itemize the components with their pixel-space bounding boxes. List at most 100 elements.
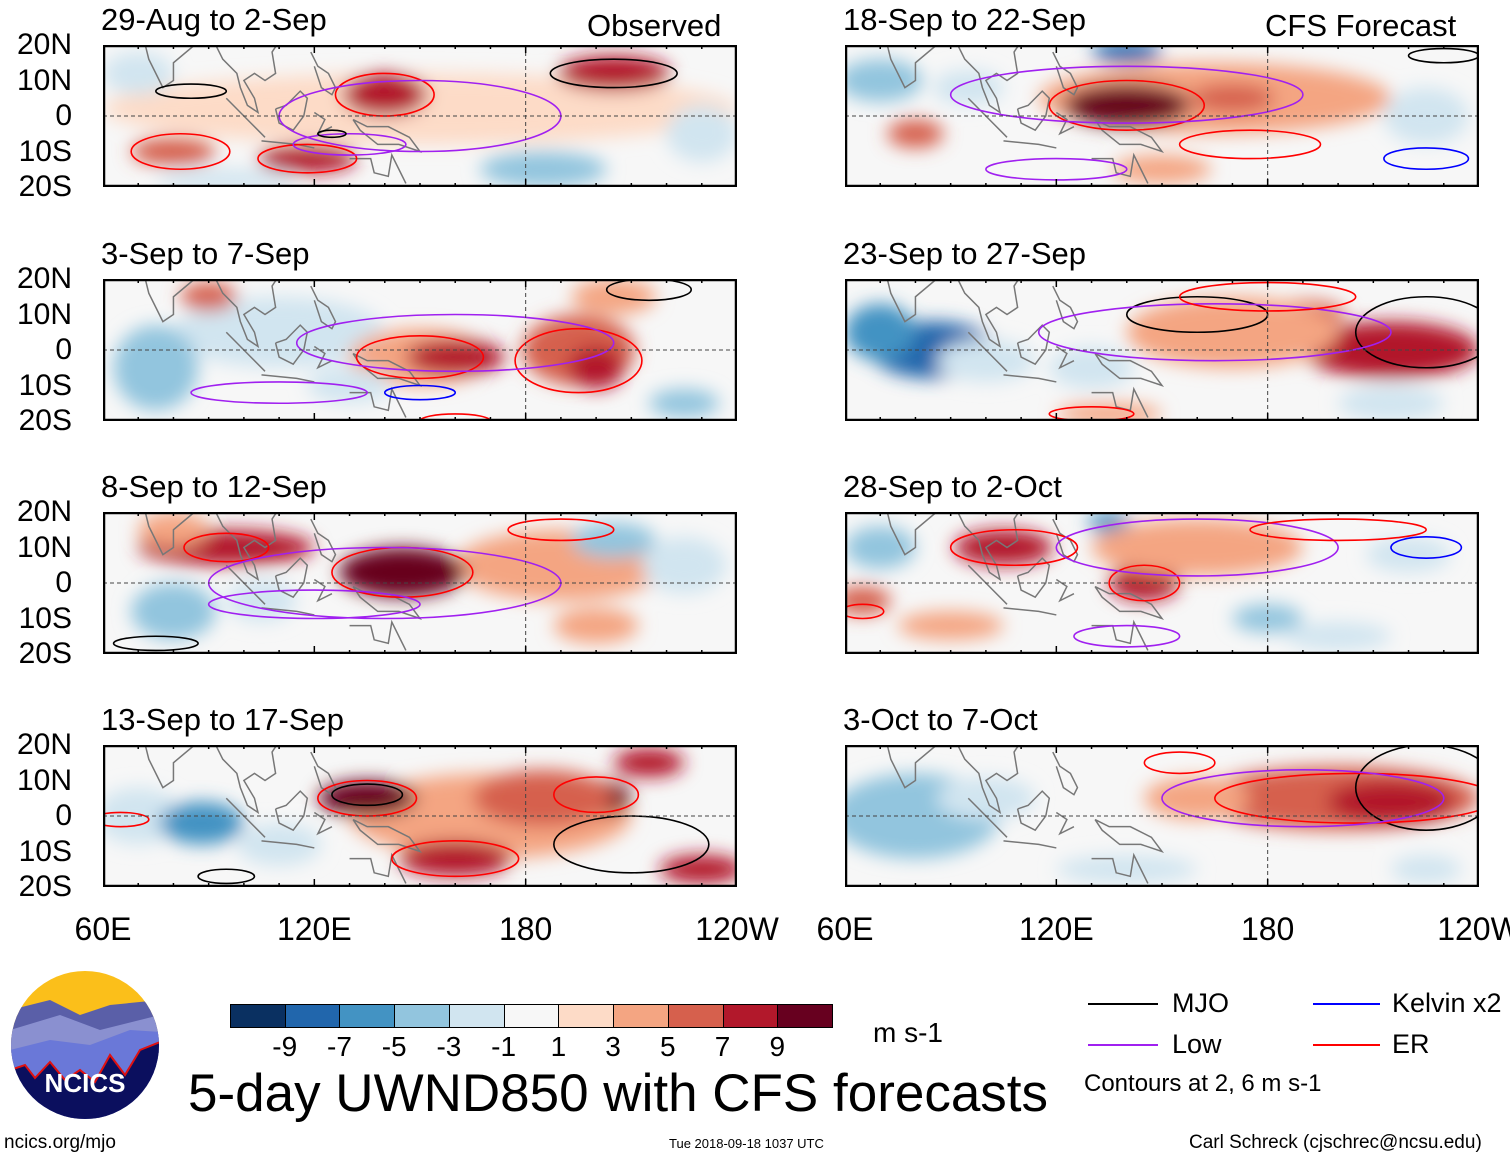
low-contour (190, 381, 368, 405)
map-panel (845, 512, 1479, 654)
colorbar-swatch (613, 1004, 669, 1028)
latitude-label: 20N (16, 728, 72, 761)
anomaly-region (317, 780, 417, 816)
colorbar-swatch (777, 1004, 833, 1028)
longitude-label: 180 (498, 911, 553, 947)
ncics-logo: NCICS (11, 971, 159, 1119)
anomaly-region (557, 55, 671, 92)
anomaly-region (1049, 346, 1134, 390)
coastline (1094, 818, 1165, 853)
anomaly-region (666, 105, 737, 163)
er-contour (553, 776, 640, 814)
coastline (349, 852, 407, 884)
anomaly-region (613, 748, 685, 777)
wind-anomaly-shading (845, 512, 1451, 651)
anomaly-region (180, 282, 237, 311)
mjo-contour (317, 129, 347, 139)
longitude-label: 120W (1437, 911, 1510, 947)
anomaly-region (1327, 780, 1455, 824)
colorbar-tick-label: 7 (714, 1031, 731, 1062)
anomaly-region (1126, 296, 1339, 368)
low-contour (1055, 518, 1339, 577)
cfs-forecast-header: CFS Forecast (1265, 8, 1457, 43)
map-panel (103, 512, 737, 654)
anomaly-region (648, 389, 720, 418)
panel-title: 23-Sep to 27-Sep (843, 236, 1087, 271)
low-contour (1161, 769, 1445, 828)
er-contour (103, 811, 150, 828)
latitude-label: 10S (18, 134, 72, 168)
colorbar-units: m s-1 (873, 1017, 943, 1048)
coastline (261, 840, 315, 849)
legend-mjo-line (1088, 1003, 1158, 1005)
coastline (313, 811, 333, 836)
er-contour (845, 603, 885, 620)
coastline (1016, 790, 1051, 832)
footer-credit: Carl Schreck (cjschrec@ncsu.edu) (1189, 1132, 1482, 1153)
coastline (310, 518, 337, 563)
coastline (1091, 152, 1149, 184)
observed-header: Observed (587, 8, 722, 43)
anomaly-region (155, 169, 297, 187)
colorbar-tick-label: 5 (660, 1031, 676, 1062)
legend-low-label: Low (1172, 1029, 1222, 1059)
colorbar-tick-label: -1 (491, 1031, 517, 1062)
latitude-label: 10S (18, 834, 72, 868)
anomaly-region (897, 611, 1004, 640)
wind-anomaly-shading (131, 512, 727, 644)
coastline (143, 279, 197, 323)
figure-title: 5-day UWND850 with CFS forecasts (188, 1064, 1049, 1123)
colorbar-swatch (394, 1004, 450, 1028)
map-panel (845, 279, 1479, 421)
latitude-label: 10N (16, 763, 72, 797)
coastline (214, 512, 278, 582)
mjo-contour (1354, 295, 1479, 369)
latitude-label: 20N (16, 28, 72, 61)
er-contour (183, 532, 270, 563)
coastline (274, 324, 309, 366)
er-contour (1214, 772, 1479, 824)
coastline (1091, 852, 1149, 884)
coastline (1016, 90, 1051, 132)
coastline (1055, 111, 1075, 136)
mjo-contour (1354, 745, 1479, 831)
mjo-contour (549, 58, 678, 89)
coastline (1052, 751, 1079, 796)
panel-title: 13-Sep to 17-Sep (101, 702, 345, 737)
colorbar-swatch (667, 1004, 724, 1028)
anomaly-region (887, 119, 944, 148)
anomaly-region (257, 144, 357, 173)
longitude-label: 120W (695, 911, 779, 947)
coastline (349, 619, 407, 651)
low-contour (1037, 303, 1392, 362)
colorbar-swatch (230, 1004, 286, 1028)
longitude-label: 60E (816, 911, 874, 947)
coastline (274, 790, 309, 832)
anomaly-region (479, 151, 607, 187)
latitude-label: 0 (55, 799, 72, 832)
er-contour (1143, 751, 1216, 775)
colorbar-tick-label: -3 (436, 1031, 462, 1062)
map-panel (103, 279, 737, 421)
low-contour (295, 313, 615, 373)
longitude-label: 60E (74, 911, 132, 947)
coastline (349, 386, 407, 418)
coastline (143, 745, 197, 789)
mjo-contour (331, 783, 404, 807)
latitude-label: 0 (55, 566, 72, 599)
latitude-label: 20S (18, 170, 72, 203)
coastline (1003, 607, 1057, 616)
coastline (349, 152, 407, 184)
anomaly-region (954, 529, 1053, 566)
coastline (1016, 557, 1051, 599)
latitude-label: 0 (55, 333, 72, 366)
latitude-label: 20N (16, 262, 72, 295)
colorbar-tick-label: -9 (272, 1031, 298, 1062)
er-contour (507, 518, 615, 542)
coastline (1052, 285, 1079, 330)
anomaly-region (845, 526, 916, 569)
anomaly-region (1302, 321, 1479, 379)
longitude-label: 120E (1018, 911, 1094, 947)
colorbar-tick-label: 1 (550, 1031, 567, 1062)
